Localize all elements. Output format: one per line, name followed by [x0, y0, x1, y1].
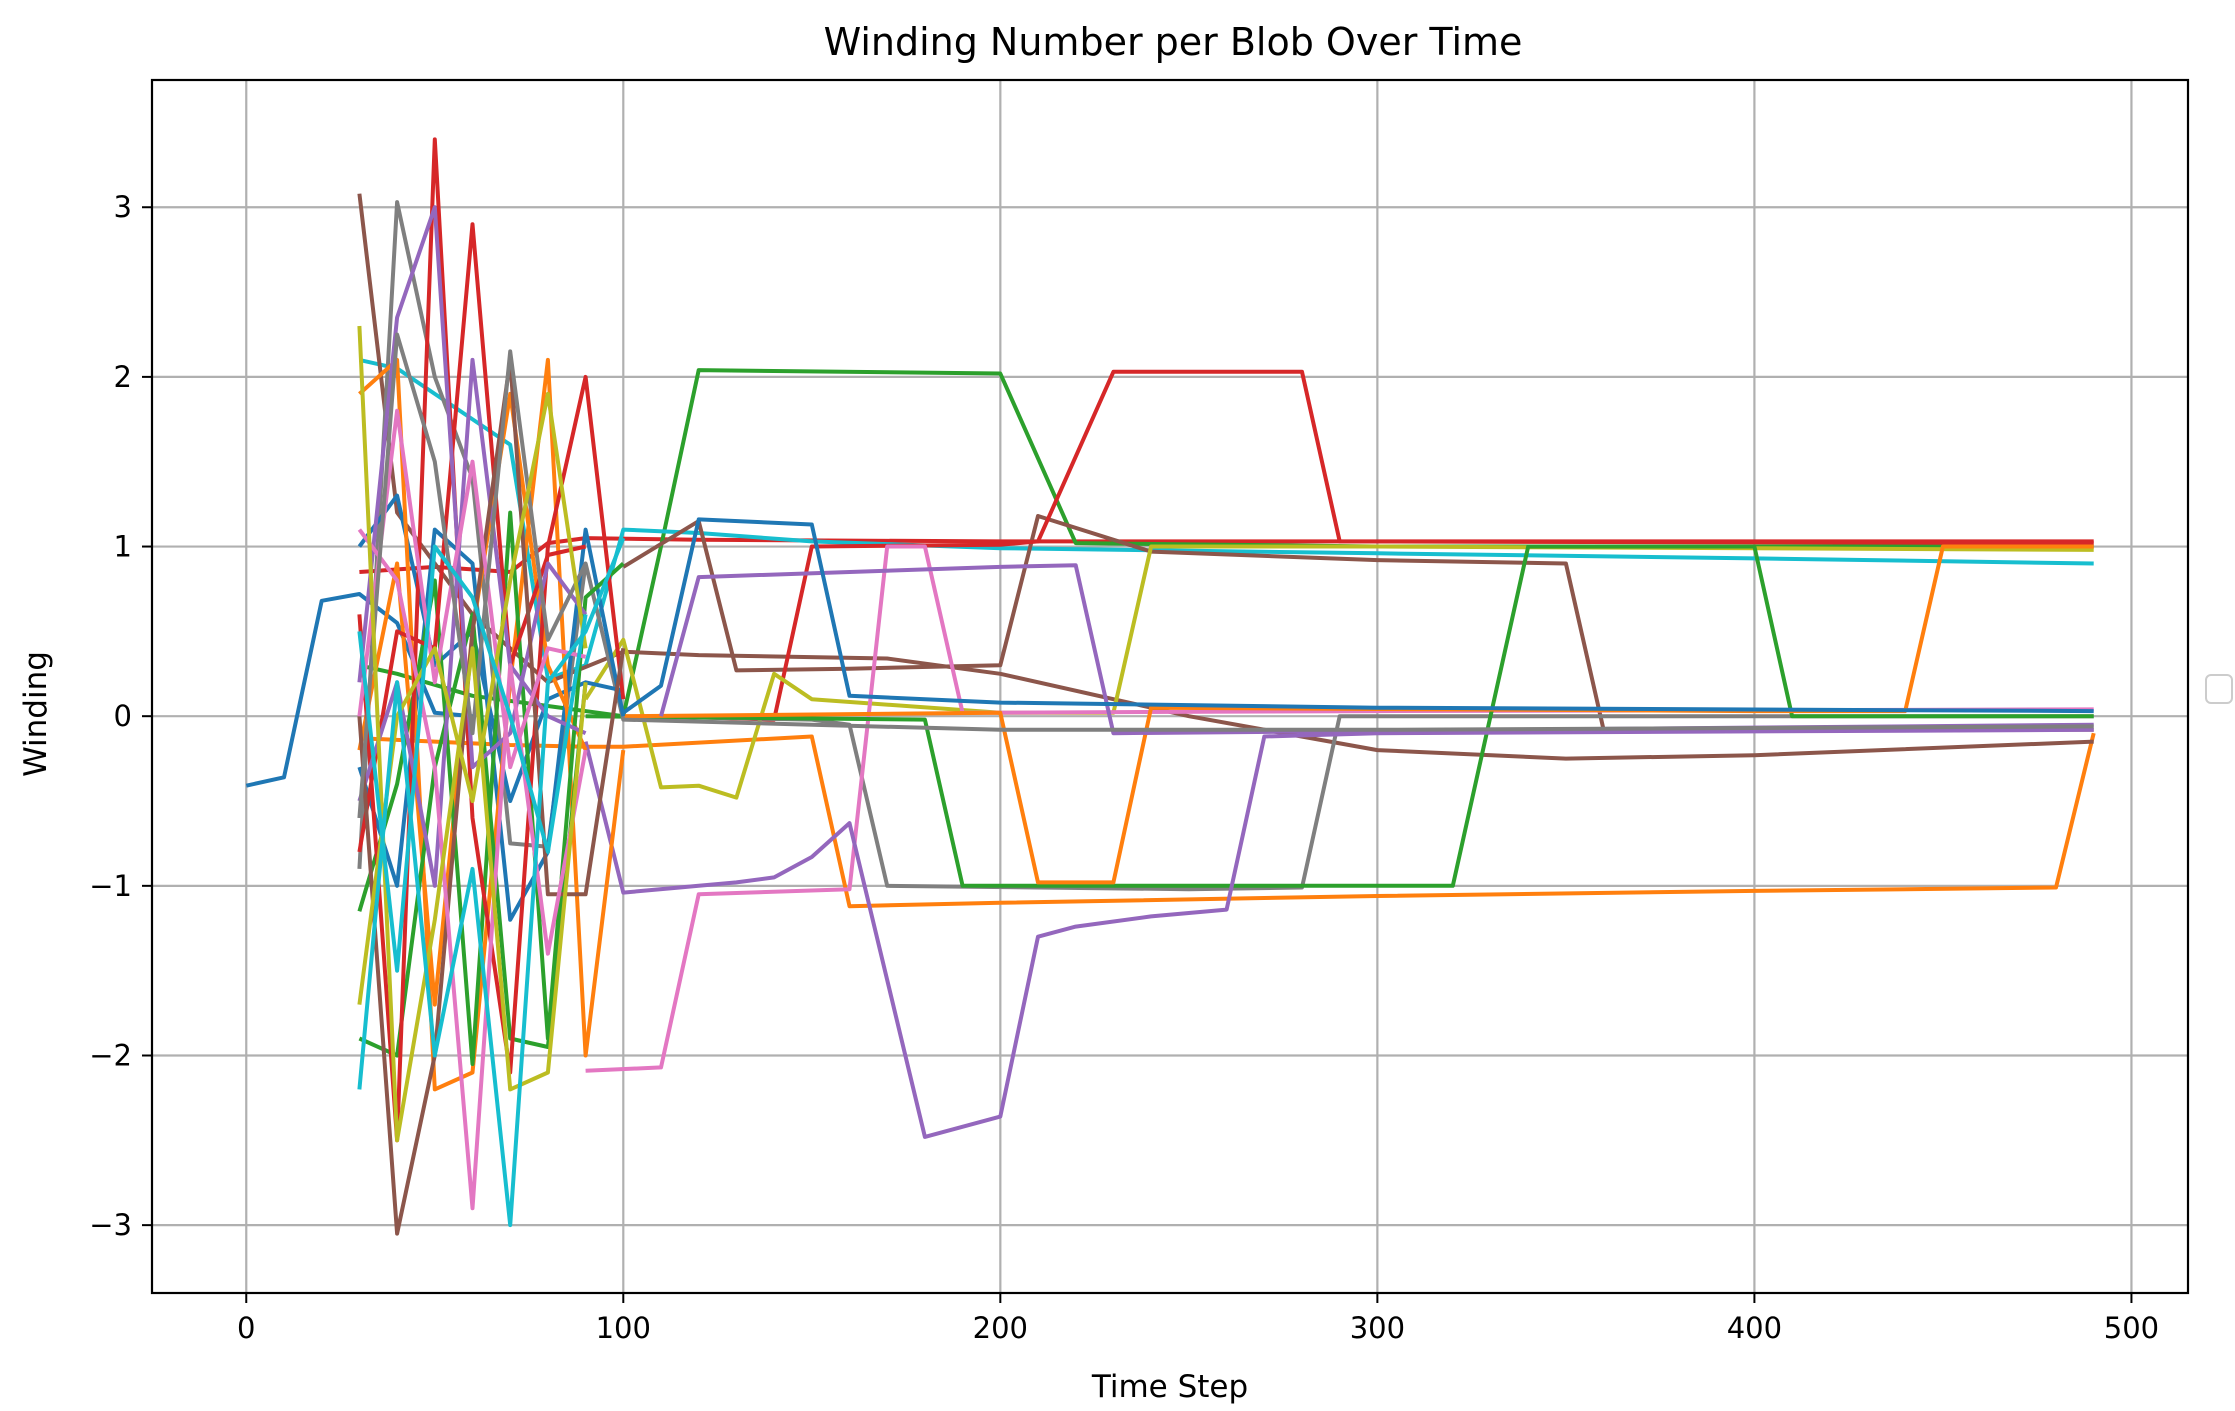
- series-line-23: [358, 612, 588, 1058]
- y-tick-label: 0: [114, 699, 132, 733]
- series-line-34: [357, 537, 626, 1228]
- series-line-11: [585, 544, 2094, 1073]
- x-tick-label: 200: [973, 1311, 1028, 1345]
- series-line-5: [358, 357, 2094, 681]
- series-line-31: [357, 332, 588, 819]
- x-tick-label: 500: [2104, 1311, 2159, 1345]
- series-line-12: [585, 544, 2094, 888]
- x-axis-title: Time Step: [1091, 1369, 1248, 1405]
- y-tick-label: −2: [89, 1038, 132, 1072]
- series-layer: [245, 137, 2096, 1236]
- series-line-7: [622, 514, 2094, 732]
- series-line-25: [357, 222, 587, 853]
- series-line-33: [357, 391, 588, 1005]
- series-line-18: [357, 527, 626, 922]
- series-line-35: [357, 544, 588, 973]
- series-line-30: [357, 408, 587, 770]
- series-line-9: [583, 544, 2094, 800]
- series-line-29: [357, 528, 588, 1211]
- legend-stub: [2205, 674, 2233, 704]
- x-tick-label: 400: [1727, 1311, 1782, 1345]
- chart-title: Winding Number per Blob Over Time: [824, 20, 1523, 64]
- x-tick-label: 100: [596, 1311, 651, 1345]
- y-tick-label: 2: [114, 360, 132, 394]
- x-tick-label: 0: [237, 1311, 255, 1345]
- y-axis-title: Winding: [18, 651, 54, 777]
- series-line-13: [623, 544, 2094, 885]
- series-line-26: [357, 205, 588, 770]
- plot-frame: [150, 78, 2190, 1295]
- series-line-1: [245, 592, 473, 788]
- y-tick-label: −1: [89, 869, 132, 903]
- y-tick-label: −3: [89, 1208, 132, 1242]
- series-line-16: [622, 517, 2094, 715]
- y-tick-label: 3: [114, 190, 132, 224]
- y-tick-label: 1: [114, 530, 132, 564]
- axis-ticks: 0 100 200 300 400 500 −3 −2 −1 0 1 2 3: [89, 190, 2159, 1345]
- series-line-8: [660, 369, 2094, 722]
- series-line-14: [583, 727, 2094, 1139]
- series-line-32: [357, 325, 588, 1143]
- x-tick-label: 300: [1350, 1311, 1405, 1345]
- series-line-28: [357, 357, 626, 1236]
